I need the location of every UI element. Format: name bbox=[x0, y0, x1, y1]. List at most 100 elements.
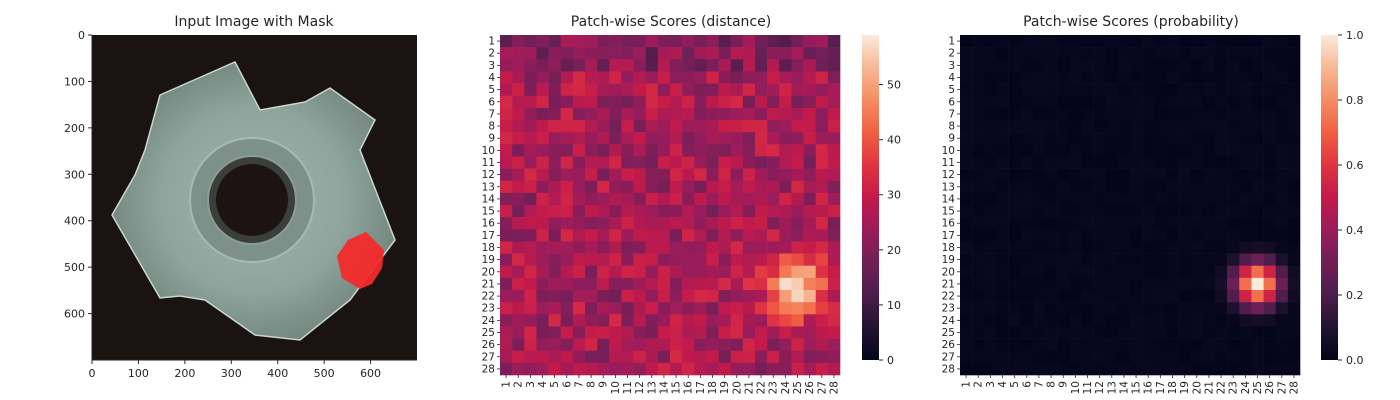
heatmap-cell bbox=[609, 192, 622, 206]
heatmap-cell bbox=[621, 71, 634, 84]
heatmap-cell bbox=[1057, 156, 1070, 169]
heatmap-cell bbox=[1154, 265, 1167, 279]
heatmap-cell bbox=[1178, 302, 1192, 315]
heatmap-cell bbox=[1093, 180, 1107, 194]
heatmap-cell bbox=[827, 205, 841, 218]
heatmap-cell bbox=[1117, 253, 1131, 267]
heatmap-cell bbox=[803, 192, 817, 206]
heatmap-cell bbox=[1263, 290, 1277, 303]
heatmap-cell bbox=[1215, 71, 1228, 84]
heatmap-cell bbox=[1057, 253, 1070, 267]
heatmap-cell bbox=[621, 156, 634, 169]
heatmap-cell bbox=[1081, 35, 1094, 48]
heatmap-cell bbox=[548, 107, 562, 121]
heatmap-cell bbox=[1166, 35, 1179, 48]
heatmap-cell bbox=[779, 47, 792, 60]
heatmap-cell bbox=[1154, 120, 1167, 133]
heatmap-cell bbox=[633, 350, 647, 364]
heatmap-cell bbox=[1032, 290, 1046, 303]
heatmap-cell bbox=[500, 362, 513, 376]
heatmap-cell bbox=[657, 241, 671, 254]
colorbar-tick-label: 0.0 bbox=[1346, 354, 1364, 367]
heatmap-cell bbox=[1105, 35, 1119, 48]
heatmap-cell bbox=[609, 180, 622, 194]
heatmap-cell bbox=[1263, 229, 1277, 242]
heatmap-cell bbox=[791, 205, 804, 218]
heatmap-cell bbox=[621, 241, 634, 254]
heatmap-cell bbox=[1105, 107, 1119, 121]
heatmap-cell bbox=[1117, 168, 1131, 182]
heatmap-cell bbox=[1105, 192, 1119, 206]
heatmap-cell bbox=[1117, 71, 1131, 84]
col-label: 13 bbox=[1106, 381, 1118, 394]
image-y-tick-label: 200 bbox=[64, 122, 85, 135]
col-label: 7 bbox=[573, 381, 585, 388]
heatmap-cell bbox=[1202, 83, 1216, 97]
heatmap-cell bbox=[791, 120, 804, 133]
heatmap-cell bbox=[1178, 95, 1192, 109]
heatmap-cell bbox=[1251, 217, 1264, 230]
heatmap-cell bbox=[633, 302, 647, 315]
heatmap-cell bbox=[657, 326, 671, 339]
heatmap-cell bbox=[1287, 277, 1301, 291]
heatmap-cell bbox=[1251, 338, 1264, 352]
heatmap-cell bbox=[670, 132, 683, 145]
heatmap-cell bbox=[1081, 277, 1094, 291]
heatmap-cell bbox=[694, 71, 707, 84]
heatmap-cell bbox=[1166, 241, 1179, 254]
distance-heatmap bbox=[500, 35, 841, 376]
heatmap-cell bbox=[1251, 107, 1264, 121]
heatmap-cell bbox=[706, 83, 719, 97]
heatmap-cell bbox=[1190, 350, 1204, 364]
heatmap-cell bbox=[1081, 338, 1094, 352]
heatmap-cell bbox=[1178, 180, 1192, 194]
heatmap-cell bbox=[1178, 47, 1192, 60]
heatmap-cell bbox=[996, 180, 1009, 194]
heatmap-cell bbox=[1008, 35, 1022, 48]
heatmap-cell bbox=[1057, 290, 1070, 303]
heatmap-cell bbox=[1117, 314, 1131, 327]
heatmap-cell bbox=[1263, 338, 1277, 352]
heatmap-cell bbox=[803, 59, 817, 72]
heatmap-cell bbox=[984, 205, 997, 218]
heatmap-cell bbox=[572, 314, 586, 327]
heatmap-cell bbox=[1069, 265, 1082, 279]
heatmap-cell bbox=[1251, 241, 1264, 254]
heatmap-cell bbox=[1105, 120, 1119, 133]
heatmap-cell bbox=[645, 241, 659, 254]
heatmap-cell bbox=[1045, 180, 1058, 194]
heatmap-cell bbox=[779, 180, 792, 194]
heatmap-cell bbox=[1154, 71, 1167, 84]
heatmap-cell bbox=[682, 314, 695, 327]
heatmap-cell bbox=[645, 277, 659, 291]
heatmap-cell bbox=[984, 338, 997, 352]
heatmap-cell bbox=[597, 180, 610, 194]
heatmap-cell bbox=[657, 120, 671, 133]
heatmap-cell bbox=[597, 132, 610, 145]
heatmap-cell bbox=[803, 277, 817, 291]
col-label: 5 bbox=[549, 381, 561, 388]
row-label: 7 bbox=[948, 108, 955, 120]
heatmap-cell bbox=[1105, 132, 1119, 145]
heatmap-cell bbox=[536, 95, 549, 109]
heatmap-cell bbox=[1263, 265, 1277, 279]
row-label: 10 bbox=[942, 145, 955, 157]
heatmap-cell bbox=[984, 217, 997, 230]
heatmap-cell bbox=[972, 83, 985, 97]
heatmap-cell bbox=[572, 302, 586, 315]
heatmap-cell bbox=[1045, 290, 1058, 303]
heatmap-cell bbox=[1130, 71, 1143, 84]
heatmap-cell bbox=[706, 168, 719, 182]
heatmap-cell bbox=[560, 47, 574, 60]
heatmap-cell bbox=[1069, 302, 1082, 315]
heatmap-cell bbox=[803, 132, 817, 145]
heatmap-cell bbox=[633, 47, 647, 60]
heatmap-cell bbox=[524, 265, 537, 279]
heatmap-cell bbox=[815, 241, 829, 254]
heatmap-cell bbox=[621, 314, 634, 327]
heatmap-cell bbox=[670, 35, 683, 48]
heatmap-cell bbox=[512, 120, 525, 133]
heatmap-cell bbox=[572, 350, 586, 364]
heatmap-cell bbox=[1008, 107, 1022, 121]
heatmap-cell bbox=[742, 338, 756, 352]
